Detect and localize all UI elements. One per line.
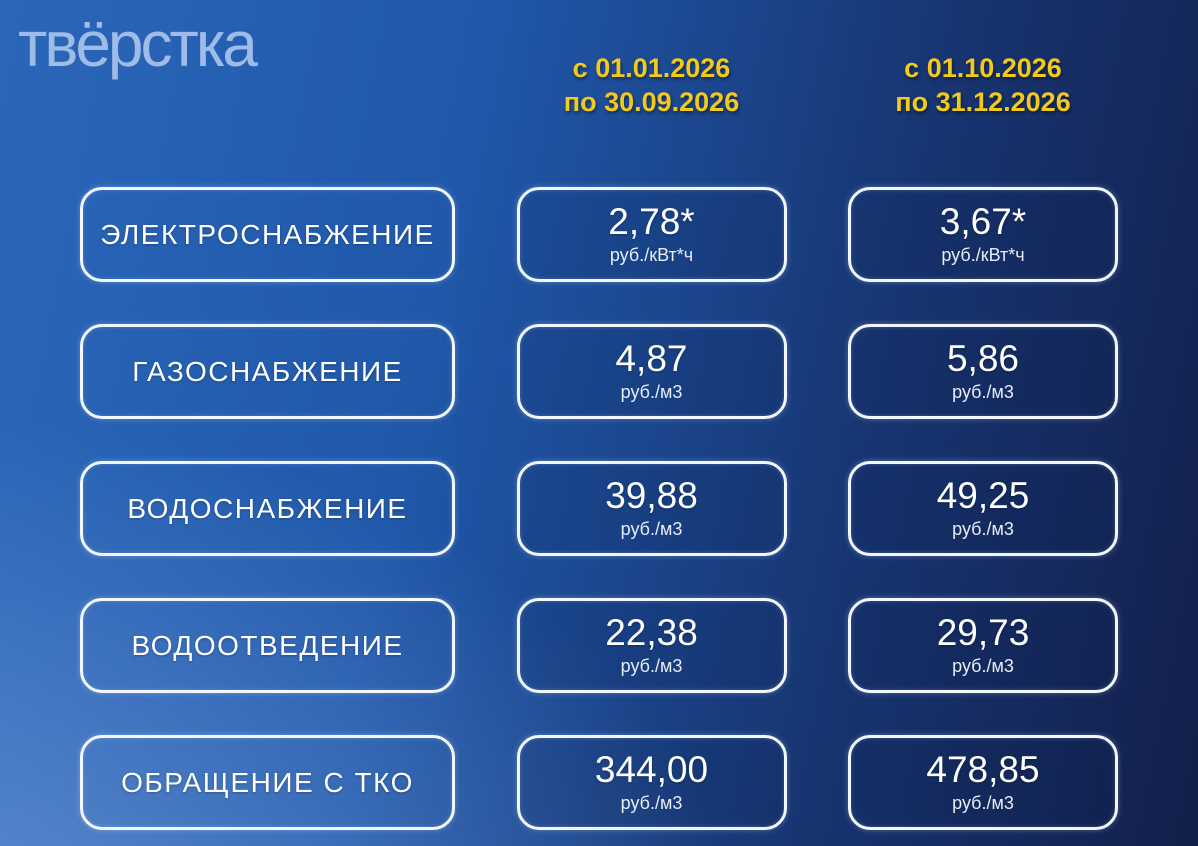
- tariff-table: с 01.01.2026 по 30.09.2026 с 01.10.2026 …: [80, 0, 1118, 830]
- tariff-amount: 344,00: [594, 749, 709, 791]
- header-spacer: [80, 50, 455, 122]
- tariff-unit: руб./м3: [952, 655, 1014, 676]
- tariff-amount: 39,88: [605, 475, 698, 517]
- tariff-cell-period-2: 478,85 руб./м3: [848, 735, 1118, 830]
- service-label: ЭЛЕКТРОСНАБЖЕНИЕ: [100, 218, 435, 250]
- service-label: ОБРАЩЕНИЕ С ТКО: [121, 766, 414, 798]
- tariff-unit: руб./м3: [620, 655, 683, 676]
- service-label: ГАЗОСНАБЖЕНИЕ: [132, 355, 403, 387]
- tariff-cell-period-2: 49,25 руб./м3: [848, 461, 1118, 556]
- tariff-unit: руб./м3: [620, 518, 683, 539]
- tariff-unit: руб./м3: [952, 381, 1014, 402]
- period-2-end: по 31.12.2026: [895, 87, 1071, 117]
- tariff-amount: 3,67*: [939, 201, 1027, 243]
- tariff-cell-period-1: 344,00 руб./м3: [516, 735, 787, 830]
- tariff-cell-period-2: 29,73 руб./м3: [848, 598, 1118, 693]
- service-label-box: ГАЗОСНАБЖЕНИЕ: [80, 324, 455, 419]
- tariff-unit: руб./м3: [620, 381, 683, 402]
- tariff-cell-period-2: 3,67* руб./кВт*ч: [848, 187, 1118, 282]
- tariff-unit: руб./м3: [620, 792, 683, 813]
- service-label: ВОДООТВЕДЕНИЕ: [131, 629, 404, 661]
- tariff-unit: руб./кВт*ч: [941, 244, 1025, 265]
- tariff-amount: 478,85: [926, 749, 1040, 791]
- tariff-amount: 4,87: [615, 338, 688, 380]
- period-header-2: с 01.10.2026 по 31.12.2026: [848, 50, 1118, 122]
- service-label: ВОДОСНАБЖЕНИЕ: [127, 492, 408, 524]
- period-2-start: с 01.10.2026: [904, 53, 1062, 84]
- service-label-box: ОБРАЩЕНИЕ С ТКО: [80, 735, 455, 830]
- tariff-cell-period-2: 5,86 руб./м3: [848, 324, 1118, 419]
- tariff-amount: 5,86: [946, 338, 1019, 380]
- tariff-cell-period-1: 4,87 руб./м3: [516, 324, 787, 419]
- tariff-unit: руб./м3: [952, 518, 1014, 539]
- period-1-start: с 01.01.2026: [572, 53, 731, 84]
- period-header-1: с 01.01.2026 по 30.09.2026: [517, 50, 787, 122]
- tariff-cell-period-1: 39,88 руб./м3: [516, 461, 787, 556]
- tariff-cell-period-1: 22,38 руб./м3: [516, 598, 787, 693]
- tariff-amount: 22,38: [605, 612, 698, 654]
- service-label-box: ВОДООТВЕДЕНИЕ: [80, 598, 455, 693]
- period-1-end: по 30.09.2026: [563, 87, 740, 117]
- tariff-unit: руб./м3: [952, 792, 1014, 813]
- tariff-amount: 49,25: [936, 475, 1030, 517]
- tariff-amount: 29,73: [936, 612, 1030, 654]
- tariff-unit: руб./кВт*ч: [609, 244, 694, 265]
- tariff-cell-period-1: 2,78* руб./кВт*ч: [516, 187, 787, 282]
- tariff-amount: 2,78*: [608, 201, 695, 243]
- brand-watermark: твёрстка: [18, 8, 258, 80]
- service-label-box: ЭЛЕКТРОСНАБЖЕНИЕ: [80, 187, 455, 282]
- service-label-box: ВОДОСНАБЖЕНИЕ: [80, 461, 455, 556]
